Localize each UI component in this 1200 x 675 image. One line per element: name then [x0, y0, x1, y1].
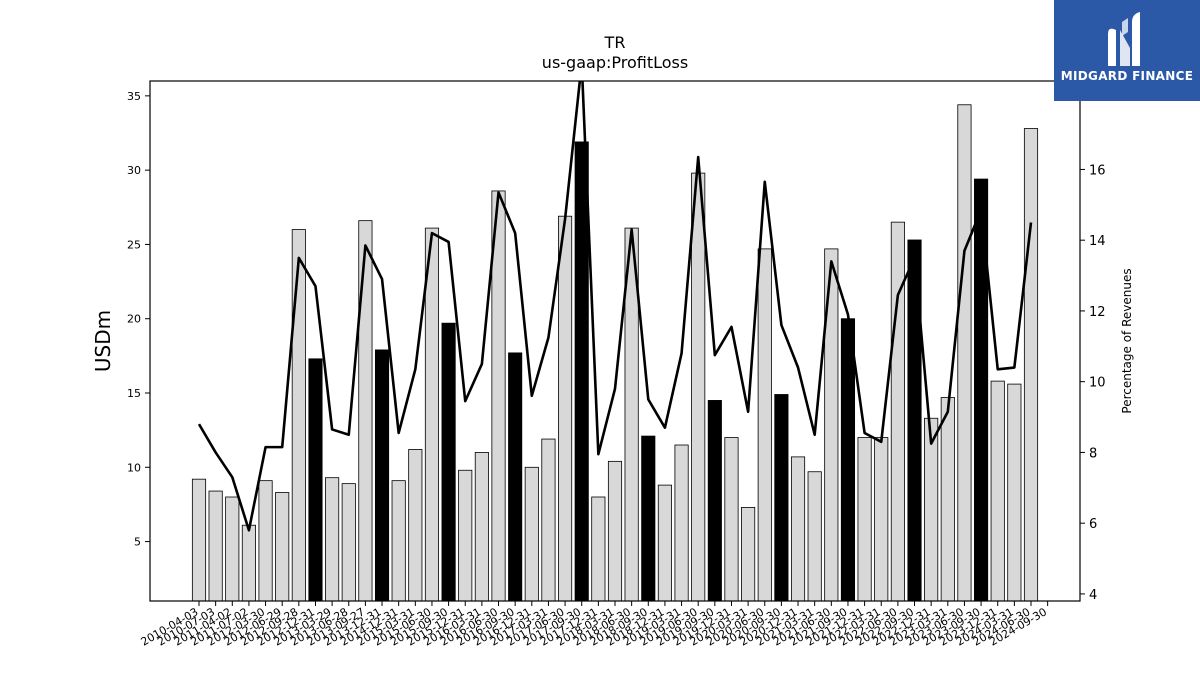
- bar-2020-06-30: [757, 248, 772, 602]
- bar-2013-03-29: [325, 477, 340, 602]
- bar-2010-07-03: [208, 490, 223, 602]
- brand-logo: MIDGARD FINANCE: [1054, 0, 1200, 101]
- bar-2016-12-31: [524, 466, 539, 602]
- bar-2022-06-30: [890, 221, 905, 602]
- y2-tick-label: 10: [1089, 376, 1106, 391]
- y2-tick-label: 8: [1089, 446, 1097, 461]
- bar-2022-03-31: [874, 437, 889, 602]
- bar-2015-09-30: [441, 322, 456, 602]
- bar-2017-09-30: [574, 141, 589, 602]
- y-axis-label: USDm: [91, 310, 115, 372]
- bar-2023-06-30: [957, 104, 972, 602]
- bar-2024-06-30: [1023, 128, 1039, 602]
- bar-2016-09-30: [508, 352, 523, 602]
- bar-2018-12-31: [657, 484, 672, 602]
- bar-2017-12-31: [591, 496, 606, 602]
- line-series: [197, 81, 1033, 532]
- bar-2024-03-31: [1007, 383, 1022, 602]
- bar-2018-09-30: [641, 435, 656, 602]
- bar-2021-09-30: [840, 318, 856, 602]
- y-tick-label: 10: [127, 461, 141, 474]
- y-tick-label: 5: [134, 536, 141, 549]
- chart-subtitle: us-gaap:ProfitLoss: [541, 53, 689, 72]
- bar-2016-03-31: [474, 452, 489, 602]
- brand-name: MIDGARD FINANCE: [1060, 69, 1194, 83]
- bar-2019-03-31: [674, 444, 689, 602]
- bar-2019-06-30: [691, 172, 706, 602]
- line-percentage-of-revenues: [197, 81, 1033, 532]
- bar-2011-07-02: [241, 524, 256, 602]
- bar-2010-04-03: [191, 478, 207, 602]
- y2-tick-label: 6: [1089, 517, 1097, 532]
- bar-2015-03-31: [408, 449, 423, 602]
- bar-2011-04-02: [225, 496, 240, 602]
- bar-2014-12-31: [391, 480, 406, 602]
- bar-2012-09-28: [291, 229, 306, 602]
- bar-2020-09-30: [774, 394, 789, 602]
- chart-title: TR: [604, 33, 626, 52]
- bar-2013-12-31: [374, 349, 390, 602]
- bar-2012-06-29: [275, 492, 290, 602]
- y2-tick-label: 14: [1089, 234, 1106, 249]
- bar-2020-03-31: [741, 506, 756, 602]
- y2-tick-label: 12: [1089, 305, 1106, 320]
- y-tick-label: 30: [127, 164, 141, 177]
- bar-2013-09-27: [358, 220, 373, 602]
- bar-2012-03-30: [258, 480, 273, 602]
- bar-2018-03-31: [607, 460, 623, 602]
- bar-2012-12-31: [308, 358, 323, 602]
- bar-2019-09-30: [707, 400, 722, 602]
- x-axis: 2010-04-032010-07-032011-04-022011-07-02…: [139, 601, 1049, 649]
- y-tick-label: 35: [127, 90, 141, 103]
- bar-2022-09-30: [907, 239, 922, 602]
- y-tick-label: 25: [127, 238, 141, 251]
- y-axis-right: 4 6 8 10 12 14 16: [1080, 163, 1106, 603]
- bar-2017-03-31: [541, 438, 556, 602]
- bar-2023-12-31: [990, 380, 1005, 602]
- bar-2017-06-30: [558, 215, 573, 602]
- bar-2023-03-31: [940, 397, 955, 602]
- y2-tick-label: 4: [1089, 588, 1097, 603]
- bar-2015-12-31: [458, 469, 473, 602]
- midgard-logo-mark-icon: [1108, 12, 1140, 67]
- bar-2021-12-31: [857, 437, 872, 602]
- bar-2013-06-28: [341, 483, 356, 602]
- bar-2022-12-31: [924, 417, 939, 602]
- bar-series: [191, 104, 1039, 602]
- y2-axis-label: Percentage of Revenues: [1120, 268, 1134, 413]
- bar-2015-06-30: [424, 227, 440, 602]
- y-tick-label: 20: [127, 313, 141, 326]
- y2-tick-label: 16: [1089, 163, 1106, 178]
- bar-2019-12-31: [724, 437, 739, 602]
- bar-2021-03-31: [807, 471, 822, 602]
- y-axis-left: 5 10 15 20 25 30 35: [127, 90, 150, 549]
- y-tick-label: 15: [127, 387, 141, 400]
- bar-2020-12-31: [790, 456, 806, 602]
